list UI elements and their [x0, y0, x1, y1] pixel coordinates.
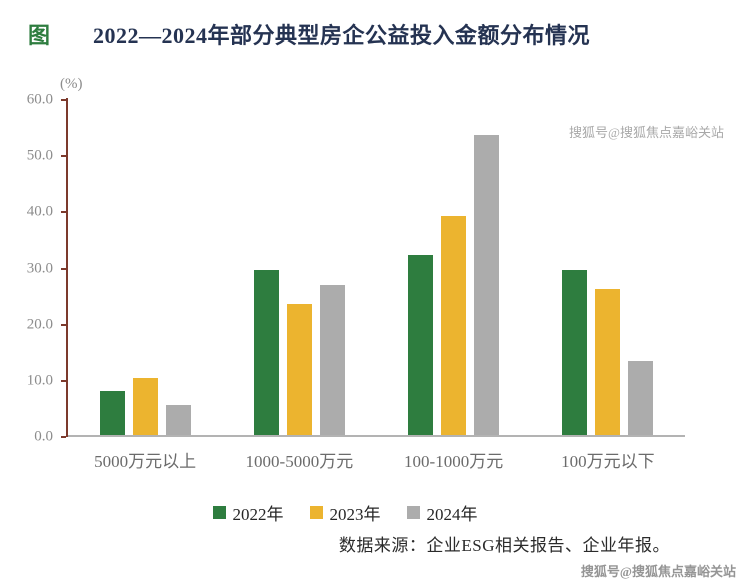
- bar-group-2: [377, 100, 531, 435]
- chart-header: 图 2022—2024年部分典型房企公益投入金额分布情况: [28, 18, 730, 50]
- x-axis-label: 5000万元以上: [94, 452, 197, 471]
- data-source-note: 数据来源：企业ESG相关报告、企业年报。: [338, 536, 670, 555]
- y-axis-line: [66, 98, 68, 437]
- y-tick-label: 50.0: [26, 147, 53, 164]
- bar: [474, 134, 500, 435]
- y-axis: 60.0 50.0 40.0 30.0 20.0 10.0 0.0: [0, 92, 68, 445]
- y-tick-label: 40.0: [26, 203, 53, 220]
- bar: [441, 215, 467, 435]
- x-axis-label: 100万元以下: [561, 452, 655, 471]
- legend-label: 2022年: [232, 505, 284, 524]
- y-tick-label: 0.0: [34, 428, 53, 445]
- bar: [165, 405, 191, 435]
- legend-swatch: [406, 506, 420, 519]
- bar: [253, 270, 279, 435]
- x-axis-labels: 5000万元以上 1000-5000万元 100-1000万元 100万元以下: [68, 447, 685, 472]
- y-tick-label: 20.0: [26, 316, 53, 333]
- bar: [132, 378, 158, 435]
- y-axis-unit-label: (%): [60, 76, 83, 92]
- y-tick-mark: [61, 211, 66, 214]
- watermark-top: 搜狐号@搜狐焦点嘉峪关站: [569, 125, 724, 140]
- legend-item: 2022年: [212, 500, 284, 525]
- y-tick-mark: [61, 436, 66, 438]
- bar: [286, 303, 312, 435]
- bar: [99, 391, 125, 435]
- x-axis-label: 1000-5000万元: [245, 452, 354, 471]
- bar: [562, 270, 588, 435]
- y-tick-mark: [61, 379, 66, 382]
- bar: [628, 361, 654, 435]
- y-tick-label: 60.0: [26, 91, 53, 108]
- bar: [408, 254, 434, 435]
- y-tick-label: 10.0: [26, 372, 53, 389]
- legend-label: 2023年: [329, 505, 381, 524]
- legend-swatch: [309, 506, 323, 519]
- x-axis-label: 100-1000万元: [404, 452, 504, 471]
- legend-swatch: [212, 506, 226, 519]
- y-tick-mark: [61, 99, 66, 101]
- chart-title: 2022—2024年部分典型房企公益投入金额分布情况: [93, 23, 591, 48]
- y-tick-mark: [61, 155, 66, 158]
- watermark-bottom: 搜狐号@搜狐焦点嘉峪关站: [580, 564, 736, 579]
- legend-item: 2024年: [406, 500, 478, 525]
- legend-item: 2023年: [309, 500, 381, 525]
- y-tick-mark: [61, 323, 66, 326]
- plot-area: [68, 100, 685, 437]
- bar-group-3: [531, 100, 685, 435]
- bar: [595, 288, 621, 435]
- legend: 2022年 2023年 2024年: [0, 500, 690, 525]
- legend-label: 2024年: [426, 505, 478, 524]
- y-tick-label: 30.0: [26, 260, 53, 276]
- bar: [319, 285, 345, 435]
- figure-label: 图: [28, 23, 52, 48]
- bar-group-0: [68, 100, 222, 435]
- y-tick-mark: [61, 267, 66, 270]
- bar-group-1: [222, 100, 376, 435]
